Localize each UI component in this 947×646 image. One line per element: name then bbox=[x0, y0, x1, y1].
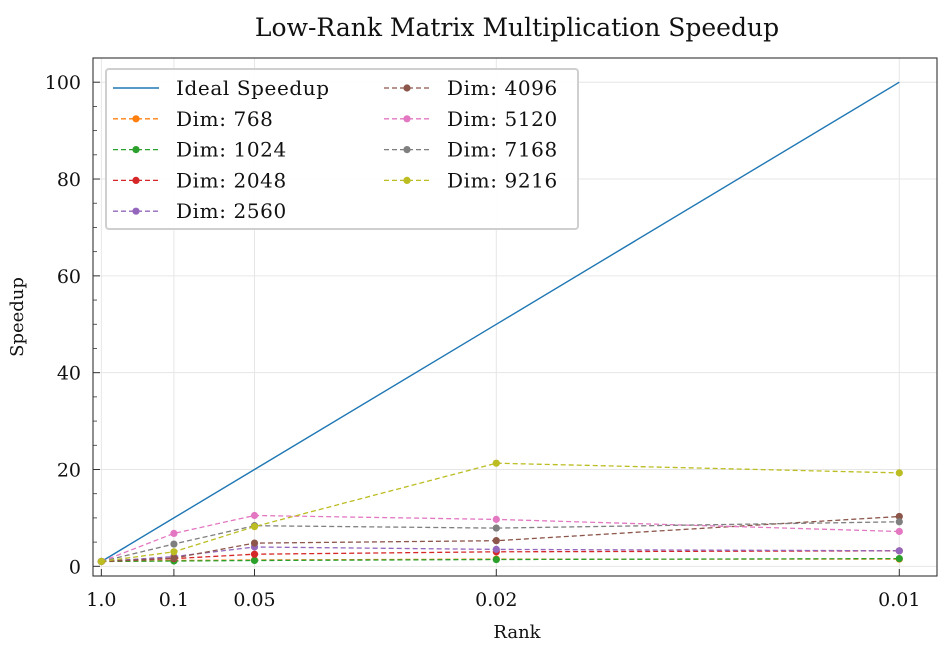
data-point bbox=[170, 554, 178, 562]
series-line bbox=[101, 514, 900, 563]
data-point bbox=[895, 527, 903, 536]
plot-area bbox=[92, 57, 938, 577]
data-point bbox=[170, 540, 178, 548]
data-point bbox=[250, 523, 259, 531]
data-point bbox=[895, 512, 903, 521]
series-line bbox=[101, 521, 900, 563]
data-point bbox=[492, 515, 500, 523]
legend-label: Dim: 5120 bbox=[447, 107, 558, 131]
legend-marker bbox=[403, 176, 411, 184]
y-tick-label: 60 bbox=[57, 266, 81, 288]
series-line bbox=[101, 557, 900, 563]
legend-label: Dim: 768 bbox=[176, 107, 273, 131]
legend-item: Dim: 1024 bbox=[113, 138, 287, 162]
data-point bbox=[492, 459, 500, 467]
series-line bbox=[101, 81, 900, 563]
x-tick-label: 0.02 bbox=[475, 589, 517, 611]
series-group bbox=[97, 512, 903, 566]
data-point bbox=[895, 518, 903, 526]
legend-label: Ideal Speedup bbox=[176, 76, 330, 100]
data-point bbox=[895, 554, 903, 563]
data-point bbox=[250, 556, 259, 565]
y-axis-label: Speedup bbox=[7, 277, 28, 357]
legend-marker bbox=[403, 115, 411, 123]
data-point bbox=[250, 550, 259, 558]
series-group bbox=[101, 81, 900, 563]
data-point bbox=[250, 539, 259, 547]
legend-label: Dim: 2048 bbox=[176, 168, 287, 192]
legend-label: Dim: 4096 bbox=[447, 76, 558, 100]
x-tick-label: 0.01 bbox=[878, 589, 920, 611]
legend-marker bbox=[403, 146, 411, 154]
legend-item: Dim: 2560 bbox=[113, 199, 287, 223]
series-layer bbox=[97, 81, 903, 566]
series-line bbox=[101, 550, 900, 563]
x-axis-label: Rank bbox=[493, 622, 541, 643]
legend-marker bbox=[132, 146, 140, 154]
chart-title: Low-Rank Matrix Multiplication Speedup bbox=[255, 13, 779, 42]
y-tick-label: 80 bbox=[57, 169, 81, 191]
data-point bbox=[492, 545, 500, 553]
legend-item: Dim: 9216 bbox=[384, 168, 558, 192]
legend-item: Dim: 4096 bbox=[384, 76, 558, 100]
series-group bbox=[97, 511, 903, 566]
data-point bbox=[170, 548, 178, 556]
series-group bbox=[97, 459, 903, 566]
x-tick-label: 0.1 bbox=[159, 589, 189, 611]
legend-item: Dim: 768 bbox=[113, 107, 273, 131]
series-group bbox=[97, 518, 903, 566]
series-group bbox=[97, 554, 903, 566]
series-group bbox=[97, 543, 903, 566]
data-point bbox=[492, 537, 500, 545]
series-line bbox=[101, 462, 900, 563]
data-point bbox=[895, 469, 903, 477]
data-point bbox=[492, 555, 500, 564]
legend-item: Dim: 2048 bbox=[113, 168, 287, 192]
legend-label: Dim: 2560 bbox=[176, 199, 287, 223]
legend-marker bbox=[132, 176, 140, 184]
legend-item: Dim: 5120 bbox=[384, 107, 558, 131]
legend-label: Dim: 7168 bbox=[447, 138, 558, 162]
x-tick-label: 1.0 bbox=[86, 589, 116, 611]
data-point bbox=[97, 557, 105, 566]
y-tick-label: 100 bbox=[45, 72, 81, 94]
legend-marker bbox=[132, 115, 140, 123]
data-point bbox=[170, 529, 178, 537]
legend-label: Dim: 1024 bbox=[176, 138, 287, 162]
y-tick-label: 20 bbox=[57, 459, 81, 481]
x-tick-label: 0.05 bbox=[233, 589, 275, 611]
legend-box bbox=[105, 68, 579, 230]
legend-item: Dim: 7168 bbox=[384, 138, 558, 162]
legend: Ideal Speedup Dim: 768 Dim: 1024 Dim: 2048 D… bbox=[105, 68, 579, 230]
series-line bbox=[101, 558, 900, 563]
legend-marker bbox=[403, 84, 411, 92]
x-axis: 1.0 0.1 0.05 0.02 0.01 bbox=[86, 569, 920, 611]
data-point bbox=[250, 511, 259, 520]
y-tick-label: 40 bbox=[57, 363, 81, 385]
y-axis: 0 20 40 60 80 100 bbox=[45, 72, 100, 578]
legend-marker bbox=[132, 207, 140, 215]
series-group bbox=[97, 555, 903, 566]
legend-label: Dim: 9216 bbox=[447, 168, 558, 192]
data-point bbox=[895, 547, 903, 555]
y-tick-label: 0 bbox=[69, 556, 81, 578]
legend-item: Ideal Speedup bbox=[113, 76, 330, 100]
data-point bbox=[492, 524, 500, 532]
